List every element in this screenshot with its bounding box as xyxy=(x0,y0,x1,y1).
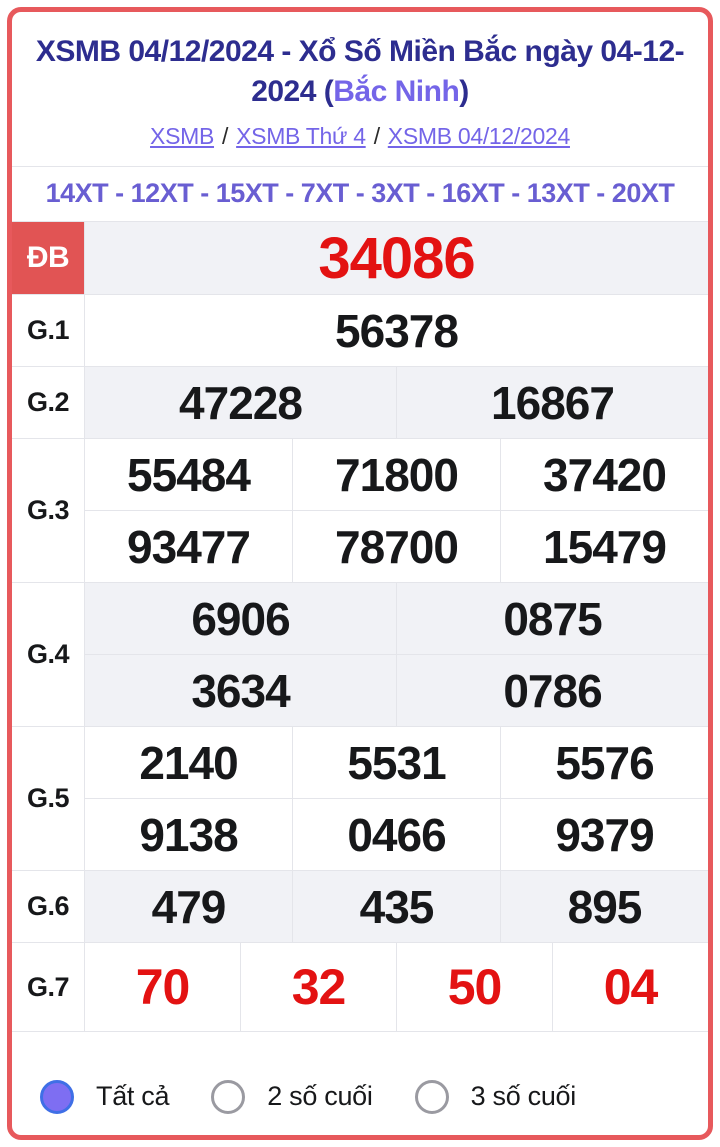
prize-number: 435 xyxy=(292,871,500,943)
prize-number: 32 xyxy=(240,943,396,1032)
prize-number: 895 xyxy=(500,871,708,943)
prize-label: G.2 xyxy=(12,367,85,439)
filter-options: Tất cả 2 số cuối 3 số cuối xyxy=(12,1032,708,1135)
prize-label: G.4 xyxy=(12,583,85,727)
prize-row-g2: G.2 47228 16867 xyxy=(12,367,708,440)
prize-sub-row: 47228 16867 xyxy=(85,367,708,439)
prize-numbers: 70 32 50 04 xyxy=(85,943,708,1032)
results-table: ĐB 34086 G.1 56378 G.2 47228 16867 G.3 55484 7180… xyxy=(12,222,708,1033)
prize-sub-row: 93477 78700 15479 xyxy=(85,510,708,583)
prize-number: 56378 xyxy=(335,304,459,357)
prize-number: 55484 xyxy=(127,448,251,501)
prize-number: 47228 xyxy=(179,376,303,429)
prize-number: 6906 xyxy=(191,592,290,645)
title-text: XSMB 04/12/2024 - Xổ Số Miền Bắc ngày 04… xyxy=(35,35,685,108)
filter-option-label: 2 số cuối xyxy=(267,1081,373,1112)
prize-row-g3: G.3 55484 71800 37420 93477 78700 15479 xyxy=(12,439,708,584)
prize-number: 0466 xyxy=(292,799,500,871)
prize-sub-row: 55484 71800 37420 xyxy=(85,439,708,511)
title-province: Bắc Ninh xyxy=(333,74,460,108)
prize-number: 3634 xyxy=(191,664,290,717)
prize-row-b: ĐB 34086 xyxy=(12,222,708,296)
prize-number: 15479 xyxy=(500,511,708,583)
prize-row-g7: G.7 70 32 50 04 xyxy=(12,943,708,1033)
prize-row-g6: G.6 479 435 895 xyxy=(12,871,708,944)
prize-label: ĐB xyxy=(12,222,85,295)
prize-sub-row: 70 32 50 04 xyxy=(85,943,708,1032)
filter-option-label: 3 số cuối xyxy=(470,1081,577,1112)
breadcrumb-separator: / xyxy=(373,123,380,150)
prize-sub-row: 479 435 895 xyxy=(85,871,708,943)
prize-row-g1: G.1 56378 xyxy=(12,295,708,368)
prize-number: 34086 xyxy=(318,225,475,291)
prize-number: 2140 xyxy=(139,736,238,789)
prize-number: 479 xyxy=(151,880,227,933)
prize-numbers: 56378 xyxy=(85,295,708,367)
prize-number: 70 xyxy=(135,959,191,1016)
filter-option-2[interactable]: 3 số cuối xyxy=(414,1079,577,1114)
lottery-result-card: XSMB 04/12/2024 - Xổ Số Miền Bắc ngày 04… xyxy=(7,7,713,1140)
prize-number: 50 xyxy=(396,943,552,1032)
prize-number: 71800 xyxy=(292,439,500,511)
prize-sub-row: 56378 xyxy=(85,295,708,366)
prize-number: 9138 xyxy=(139,808,238,861)
radio-icon[interactable] xyxy=(211,1079,246,1114)
page-title: XSMB 04/12/2024 - Xổ Số Miền Bắc ngày 04… xyxy=(26,32,694,111)
prize-number: 93477 xyxy=(127,520,251,573)
prize-numbers: 479 435 895 xyxy=(85,871,708,943)
prize-label: G.7 xyxy=(12,943,85,1032)
filter-option-1[interactable]: 2 số cuối xyxy=(211,1079,373,1114)
radio-selected-icon[interactable] xyxy=(40,1079,74,1114)
prize-label: G.6 xyxy=(12,871,85,943)
filter-option-0[interactable]: Tất cả xyxy=(40,1079,170,1114)
prize-label: G.5 xyxy=(12,727,85,871)
prize-sub-row: 6906 0875 xyxy=(85,583,708,655)
prize-number: 0875 xyxy=(396,583,708,655)
prize-number: 37420 xyxy=(500,439,708,511)
prize-number: 16867 xyxy=(396,367,708,439)
prize-number: 04 xyxy=(552,943,708,1032)
breadcrumb-link[interactable]: XSMB 04/12/2024 xyxy=(387,123,570,150)
breadcrumb-link[interactable]: XSMB Thứ 4 xyxy=(236,123,366,150)
prize-numbers: 55484 71800 37420 93477 78700 15479 xyxy=(85,439,708,583)
prize-row-g4: G.4 6906 0875 3634 0786 xyxy=(12,583,708,728)
breadcrumb-separator: / xyxy=(222,123,229,150)
filter-option-label: Tất cả xyxy=(96,1081,170,1112)
prize-label: G.3 xyxy=(12,439,85,583)
prize-sub-row: 3634 0786 xyxy=(85,654,708,727)
prize-label: G.1 xyxy=(12,295,85,367)
prize-number: 5576 xyxy=(500,727,708,799)
prize-number: 5531 xyxy=(292,727,500,799)
prize-numbers: 2140 5531 5576 9138 0466 9379 xyxy=(85,727,708,871)
prize-row-g5: G.5 2140 5531 5576 9138 0466 9379 xyxy=(12,727,708,872)
breadcrumb-link[interactable]: XSMB xyxy=(150,123,215,150)
breadcrumb: XSMB / XSMB Thứ 4 / XSMB 04/12/2024 xyxy=(12,123,708,150)
prize-sub-row: 9138 0466 9379 xyxy=(85,798,708,871)
prize-sub-row: 2140 5531 5576 xyxy=(85,727,708,799)
prize-sub-row: 34086 xyxy=(85,222,708,294)
prize-numbers: 47228 16867 xyxy=(85,367,708,439)
ticket-line[interactable]: 14XT - 12XT - 15XT - 7XT - 3XT - 16XT - … xyxy=(12,166,708,223)
radio-icon[interactable] xyxy=(414,1079,449,1114)
prize-numbers: 6906 0875 3634 0786 xyxy=(85,583,708,727)
prize-number: 9379 xyxy=(500,799,708,871)
prize-number: 78700 xyxy=(292,511,500,583)
title-text-suffix: ) xyxy=(459,74,469,108)
prize-numbers: 34086 xyxy=(85,222,708,295)
prize-number: 0786 xyxy=(396,655,708,727)
